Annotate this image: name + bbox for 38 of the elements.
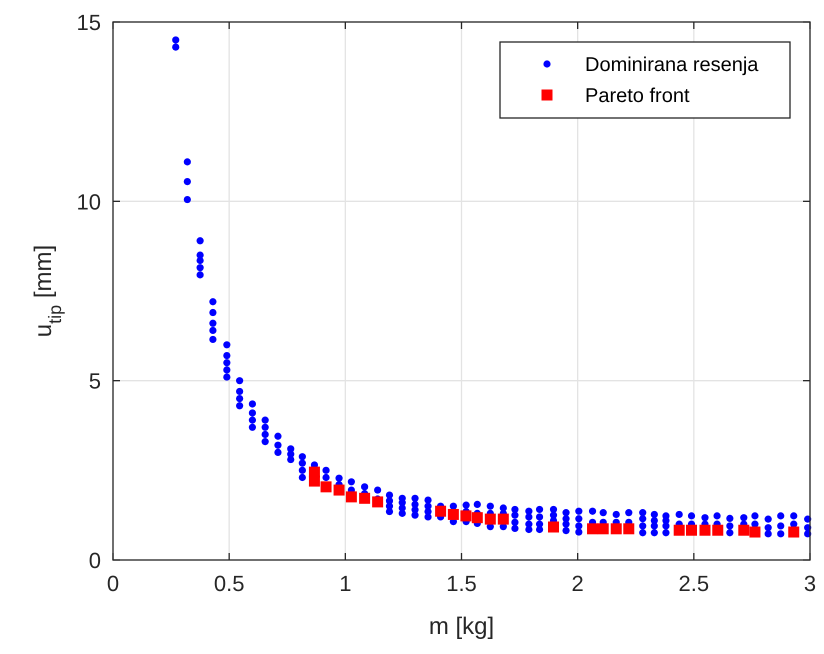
y-tick-label: 15 [76,10,101,35]
point [686,524,698,536]
legend-label: Pareto front [585,85,690,107]
x-tick-label: 3 [804,571,816,596]
point [346,491,357,502]
x-tick-label: 2.5 [678,571,710,596]
x-axis-title: m [kg] [428,613,494,640]
x-tick-label: 1 [339,571,352,596]
point [587,523,598,534]
point [359,492,370,504]
x-tick-label: 0 [106,571,120,596]
point [699,524,710,536]
x-tick-label: 2 [572,571,584,596]
point [712,524,724,536]
x-tick-label: 1.5 [446,571,477,596]
point [320,481,332,492]
point [788,526,800,538]
point [623,523,634,534]
point [372,496,384,508]
point [598,523,609,534]
point [610,523,622,534]
point [498,514,509,525]
y-tick-label: 0 [88,548,101,573]
point [435,506,446,517]
point [448,508,459,520]
point [460,510,472,522]
point [484,514,496,525]
y-tick-label: 10 [76,189,101,214]
point [749,526,760,538]
x-tick-label: 0.5 [214,571,244,596]
point [738,524,750,536]
point [308,476,320,487]
y-tick-label: 5 [88,368,101,394]
point [674,524,685,536]
point [548,522,560,533]
point [472,512,483,524]
point [334,484,345,496]
legend-label: Dominirana resenja [585,54,760,76]
